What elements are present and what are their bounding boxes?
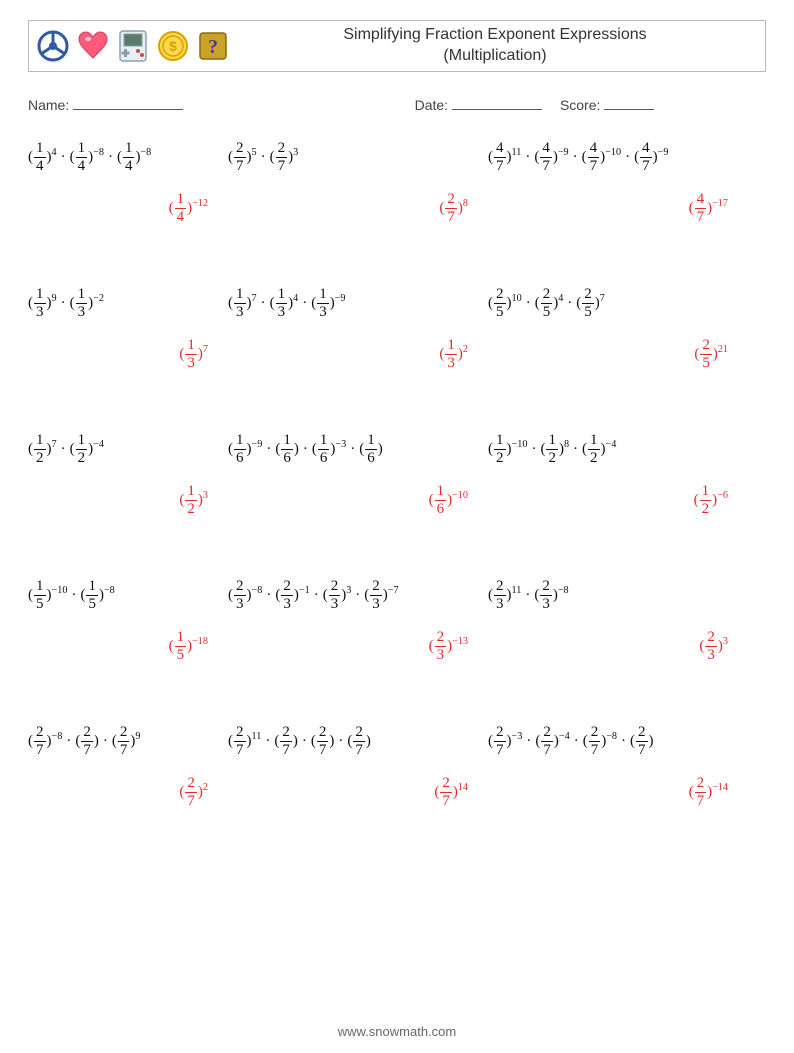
problem-cell: (14)4·(14)−8·(14)−8 (14)−12: [28, 141, 228, 225]
title-line2: (Multiplication): [443, 47, 546, 64]
problem-cell: (12)7·(12)−4 (12)3: [28, 433, 228, 517]
score-field: Score:: [560, 96, 654, 113]
title-line1: Simplifying Fraction Exponent Expression…: [343, 26, 646, 43]
problem-expression: (23)−8·(23)−1·(23)3·(23)−7: [228, 579, 488, 612]
problem-expression: (13)9·(13)−2: [28, 287, 228, 320]
meta-row: Name: Date: Score:: [28, 96, 766, 113]
problem-answer: (13)7: [179, 338, 228, 371]
date-label: Date:: [415, 97, 448, 113]
problem-cell: (23)−8·(23)−1·(23)3·(23)−7 (23)−13: [228, 579, 488, 663]
problem-answer: (27)14: [434, 776, 488, 809]
problem-expression: (15)−10·(15)−8: [28, 579, 228, 612]
problem-expression: (23)11·(23)−8: [488, 579, 748, 612]
problem-cell: (13)7·(13)4·(13)−9 (13)2: [228, 287, 488, 371]
date-field: Date:: [415, 96, 542, 113]
worksheet-header: $? Simplifying Fraction Exponent Express…: [28, 20, 766, 72]
problem-answer: (13)2: [439, 338, 488, 371]
worksheet-title: Simplifying Fraction Exponent Expression…: [231, 25, 759, 67]
problem-answer: (27)8: [439, 192, 488, 225]
question-icon: ?: [195, 28, 231, 64]
problem-answer: (12)−6: [694, 484, 748, 517]
problem-answer: (12)3: [179, 484, 228, 517]
problem-cell: (27)−8·(27)·(27)9 (27)2: [28, 725, 228, 809]
problem-expression: (13)7·(13)4·(13)−9: [228, 287, 488, 320]
score-blank: [604, 96, 654, 110]
problem-cell: (16)−9·(16)·(16)−3·(16) (16)−10: [228, 433, 488, 517]
problem-answer: (27)−14: [689, 776, 748, 809]
problem-cell: (15)−10·(15)−8 (15)−18: [28, 579, 228, 663]
score-label: Score:: [560, 97, 600, 113]
name-label: Name:: [28, 97, 69, 113]
problem-expression: (27)11·(27)·(27)·(27): [228, 725, 488, 758]
problem-cell: (12)−10·(12)8·(12)−4 (12)−6: [488, 433, 748, 517]
name-field: Name:: [28, 96, 415, 113]
footer-text: www.snowmath.com: [338, 1024, 456, 1039]
problem-expression: (27)5·(27)3: [228, 141, 488, 174]
gameboy-icon: [115, 28, 151, 64]
problem-cell: (47)11·(47)−9·(47)−10·(47)−9 (47)−17: [488, 141, 748, 225]
icon-row: $?: [35, 28, 231, 64]
problem-answer: (47)−17: [689, 192, 748, 225]
problem-expression: (16)−9·(16)·(16)−3·(16): [228, 433, 488, 466]
problem-answer: (25)21: [694, 338, 748, 371]
name-blank: [73, 96, 183, 110]
problem-cell: (27)−3·(27)−4·(27)−8·(27) (27)−14: [488, 725, 748, 809]
problem-answer: (14)−12: [169, 192, 228, 225]
problem-answer: (27)2: [179, 776, 228, 809]
problem-expression: (27)−3·(27)−4·(27)−8·(27): [488, 725, 748, 758]
problem-expression: (47)11·(47)−9·(47)−10·(47)−9: [488, 141, 748, 174]
problem-cell: (27)11·(27)·(27)·(27) (27)14: [228, 725, 488, 809]
coin-icon: $: [155, 28, 191, 64]
heart-icon: [75, 28, 111, 64]
date-blank: [452, 96, 542, 110]
problem-expression: (12)−10·(12)8·(12)−4: [488, 433, 748, 466]
svg-text:?: ?: [208, 36, 218, 58]
problem-cell: (25)10·(25)4·(25)7 (25)21: [488, 287, 748, 371]
problem-answer: (15)−18: [169, 630, 228, 663]
problem-expression: (14)4·(14)−8·(14)−8: [28, 141, 228, 174]
problem-grid: (14)4·(14)−8·(14)−8(14)−12(27)5·(27)3(27…: [28, 141, 766, 809]
footer: www.snowmath.com: [0, 1024, 794, 1039]
problem-answer: (23)−13: [429, 630, 488, 663]
problem-expression: (12)7·(12)−4: [28, 433, 228, 466]
problem-cell: (27)5·(27)3 (27)8: [228, 141, 488, 225]
problem-answer: (23)3: [699, 630, 748, 663]
steering-wheel-icon: [35, 28, 71, 64]
problem-cell: (23)11·(23)−8 (23)3: [488, 579, 748, 663]
problem-expression: (25)10·(25)4·(25)7: [488, 287, 748, 320]
problem-cell: (13)9·(13)−2 (13)7: [28, 287, 228, 371]
svg-text:$: $: [169, 38, 177, 54]
problem-answer: (16)−10: [429, 484, 488, 517]
problem-expression: (27)−8·(27)·(27)9: [28, 725, 228, 758]
